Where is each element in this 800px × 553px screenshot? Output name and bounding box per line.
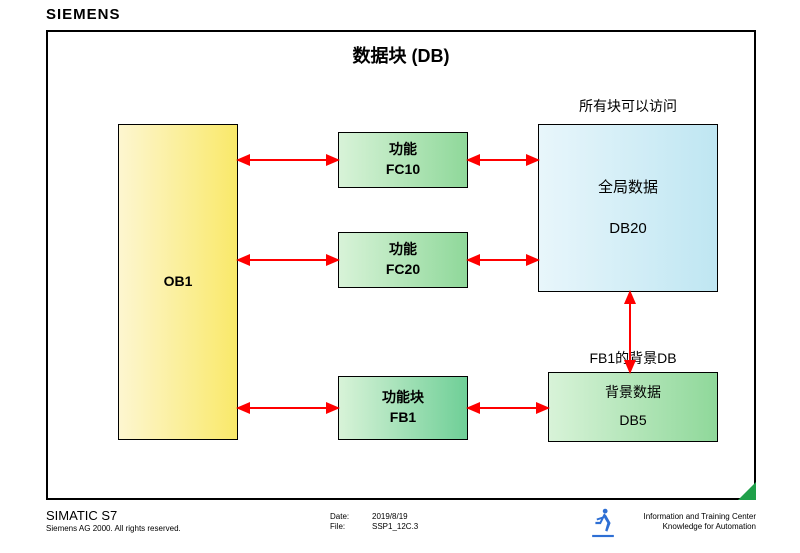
content-frame: 数据块 (DB) 所有块可以访问 FB1的背景DB OB1 功能FC10 功能F…	[46, 30, 756, 500]
footer-file-label: File:	[330, 522, 358, 532]
footer-date-value: 2019/8/19	[372, 512, 408, 522]
footer-copyright: Siemens AG 2000. All rights reserved.	[46, 524, 181, 534]
block-ob1: OB1	[118, 124, 238, 440]
footer-left: SIMATIC S7 Siemens AG 2000. All rights r…	[46, 508, 181, 533]
footer-right: Information and Training Center Knowledg…	[643, 512, 756, 533]
block-label-line2: FC20	[386, 260, 420, 280]
block-db20: 全局数据 DB20	[538, 124, 718, 292]
footer-date-label: Date:	[330, 512, 358, 522]
block-label-line1: 背景数据	[605, 383, 661, 403]
block-label-line2: FB1	[390, 408, 416, 428]
caption-global-data: 所有块可以访问	[538, 96, 718, 116]
caption-instance-db: FB1的背景DB	[548, 348, 718, 368]
slide-canvas: SIEMENS 数据块 (DB) 所有块可以访问 FB1的背景DB OB1 功能…	[0, 0, 800, 553]
footer-center: Date: 2019/8/19 File: SSP1_12C.3	[330, 512, 418, 531]
footer-right-line1: Information and Training Center	[643, 512, 756, 522]
runner-icon	[590, 506, 616, 540]
brand-logo: SIEMENS	[46, 6, 121, 23]
page-title: 数据块 (DB)	[48, 42, 754, 68]
block-label-line2: FC10	[386, 160, 420, 180]
footer-right-line2: Knowledge for Automation	[643, 522, 756, 532]
block-label-line1: 全局数据	[598, 177, 658, 198]
block-label-line1: 功能	[389, 140, 417, 160]
block-fb1: 功能块FB1	[338, 376, 468, 440]
corner-fold-icon	[738, 482, 756, 500]
block-label-line1: 功能块	[382, 388, 424, 408]
block-label-line1: OB1	[164, 272, 193, 292]
block-label-line2: DB20	[609, 218, 647, 239]
block-label-line2: DB5	[619, 411, 646, 431]
block-db5: 背景数据 DB5	[548, 372, 718, 442]
footer-file-value: SSP1_12C.3	[372, 522, 418, 532]
block-label-line1: 功能	[389, 240, 417, 260]
block-fc10: 功能FC10	[338, 132, 468, 188]
footer-product: SIMATIC S7	[46, 508, 181, 524]
block-fc20: 功能FC20	[338, 232, 468, 288]
